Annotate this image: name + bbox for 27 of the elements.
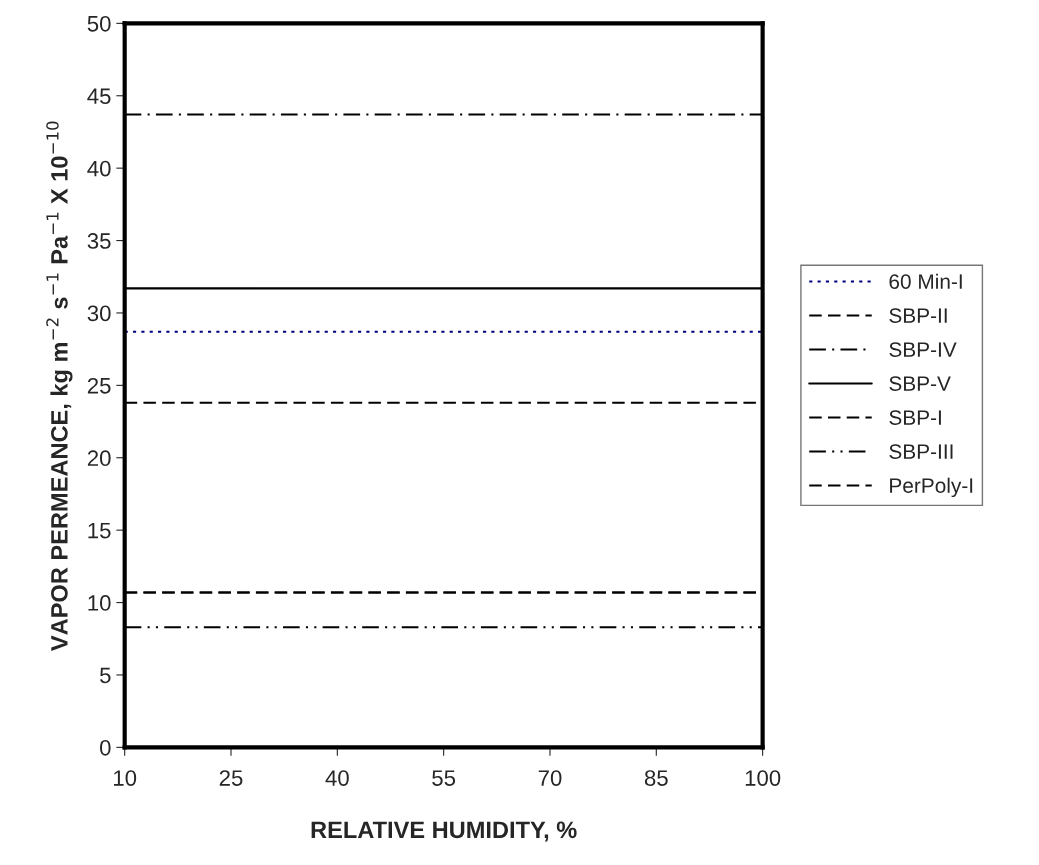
- y-tick-label: 35: [87, 233, 111, 249]
- y-tick-label: 15: [88, 522, 111, 539]
- legend-label: SBP-II: [889, 308, 947, 323]
- legend-label: 60 Min-I: [889, 273, 962, 289]
- legend-label: SBP-III: [889, 444, 953, 459]
- legend-label: SBP-I: [889, 410, 941, 425]
- y-tick-label: 45: [87, 88, 111, 105]
- x-axis-title: RELATIVE HUMIDITY, %: [311, 821, 577, 842]
- x-tick-label: 10: [114, 770, 137, 786]
- x-tick-label: 40: [325, 770, 349, 786]
- x-tick-label: 100: [745, 770, 781, 786]
- legend-label: SBP-IV: [889, 342, 957, 357]
- x-tick-label: 55: [432, 770, 456, 786]
- y-tick-label: 25: [87, 377, 111, 394]
- x-tick-label: 70: [538, 770, 562, 786]
- y-tick-label: 10: [88, 595, 111, 611]
- y-tick-label: 0: [100, 739, 111, 756]
- y-tick-label: 5: [100, 667, 111, 684]
- x-tick-label: 25: [219, 770, 243, 786]
- legend-label: PerPoly-I: [890, 477, 973, 498]
- y-tick-label: 50: [87, 15, 111, 32]
- y-tick-label: 40: [87, 160, 111, 177]
- legend-label: SBP-V: [889, 376, 951, 391]
- x-tick-label: 85: [644, 770, 668, 786]
- y-axis-title: VAPOR PERMEANCE, kg m$^{−2}$ s$^{−1}$ Pa$^{−1}$ X 10$^{−10}$: [46, 121, 73, 651]
- y-tick-label: 20: [87, 450, 111, 467]
- y-tick-label: 30: [87, 305, 111, 322]
